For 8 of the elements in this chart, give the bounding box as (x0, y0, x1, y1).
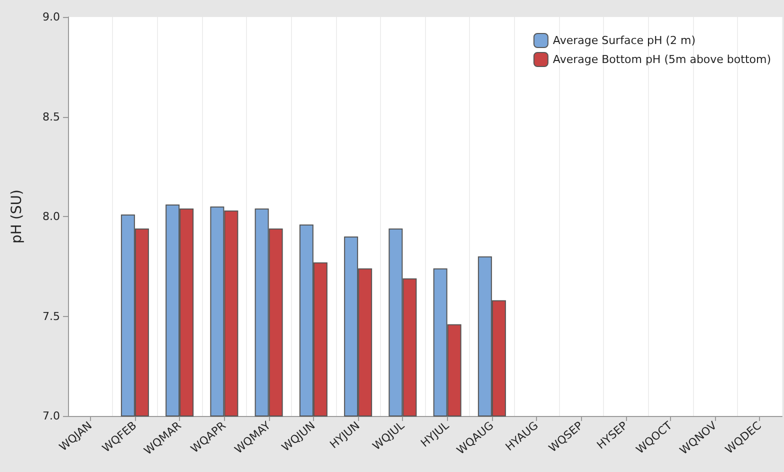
y-tick-label: 7.0 (42, 410, 60, 422)
y-axis-title: pH (SU) (9, 190, 25, 244)
y-tick-label: 8.5 (42, 110, 60, 124)
legend-label: Average Bottom pH (5m above bottom) (552, 53, 772, 66)
y-tick-label: 9.0 (42, 10, 60, 24)
y-tick-label: 7.5 (42, 310, 60, 323)
y-tick-label: 8.0 (42, 210, 60, 223)
legend-label: Average Surface pH (2 m) (552, 34, 696, 47)
